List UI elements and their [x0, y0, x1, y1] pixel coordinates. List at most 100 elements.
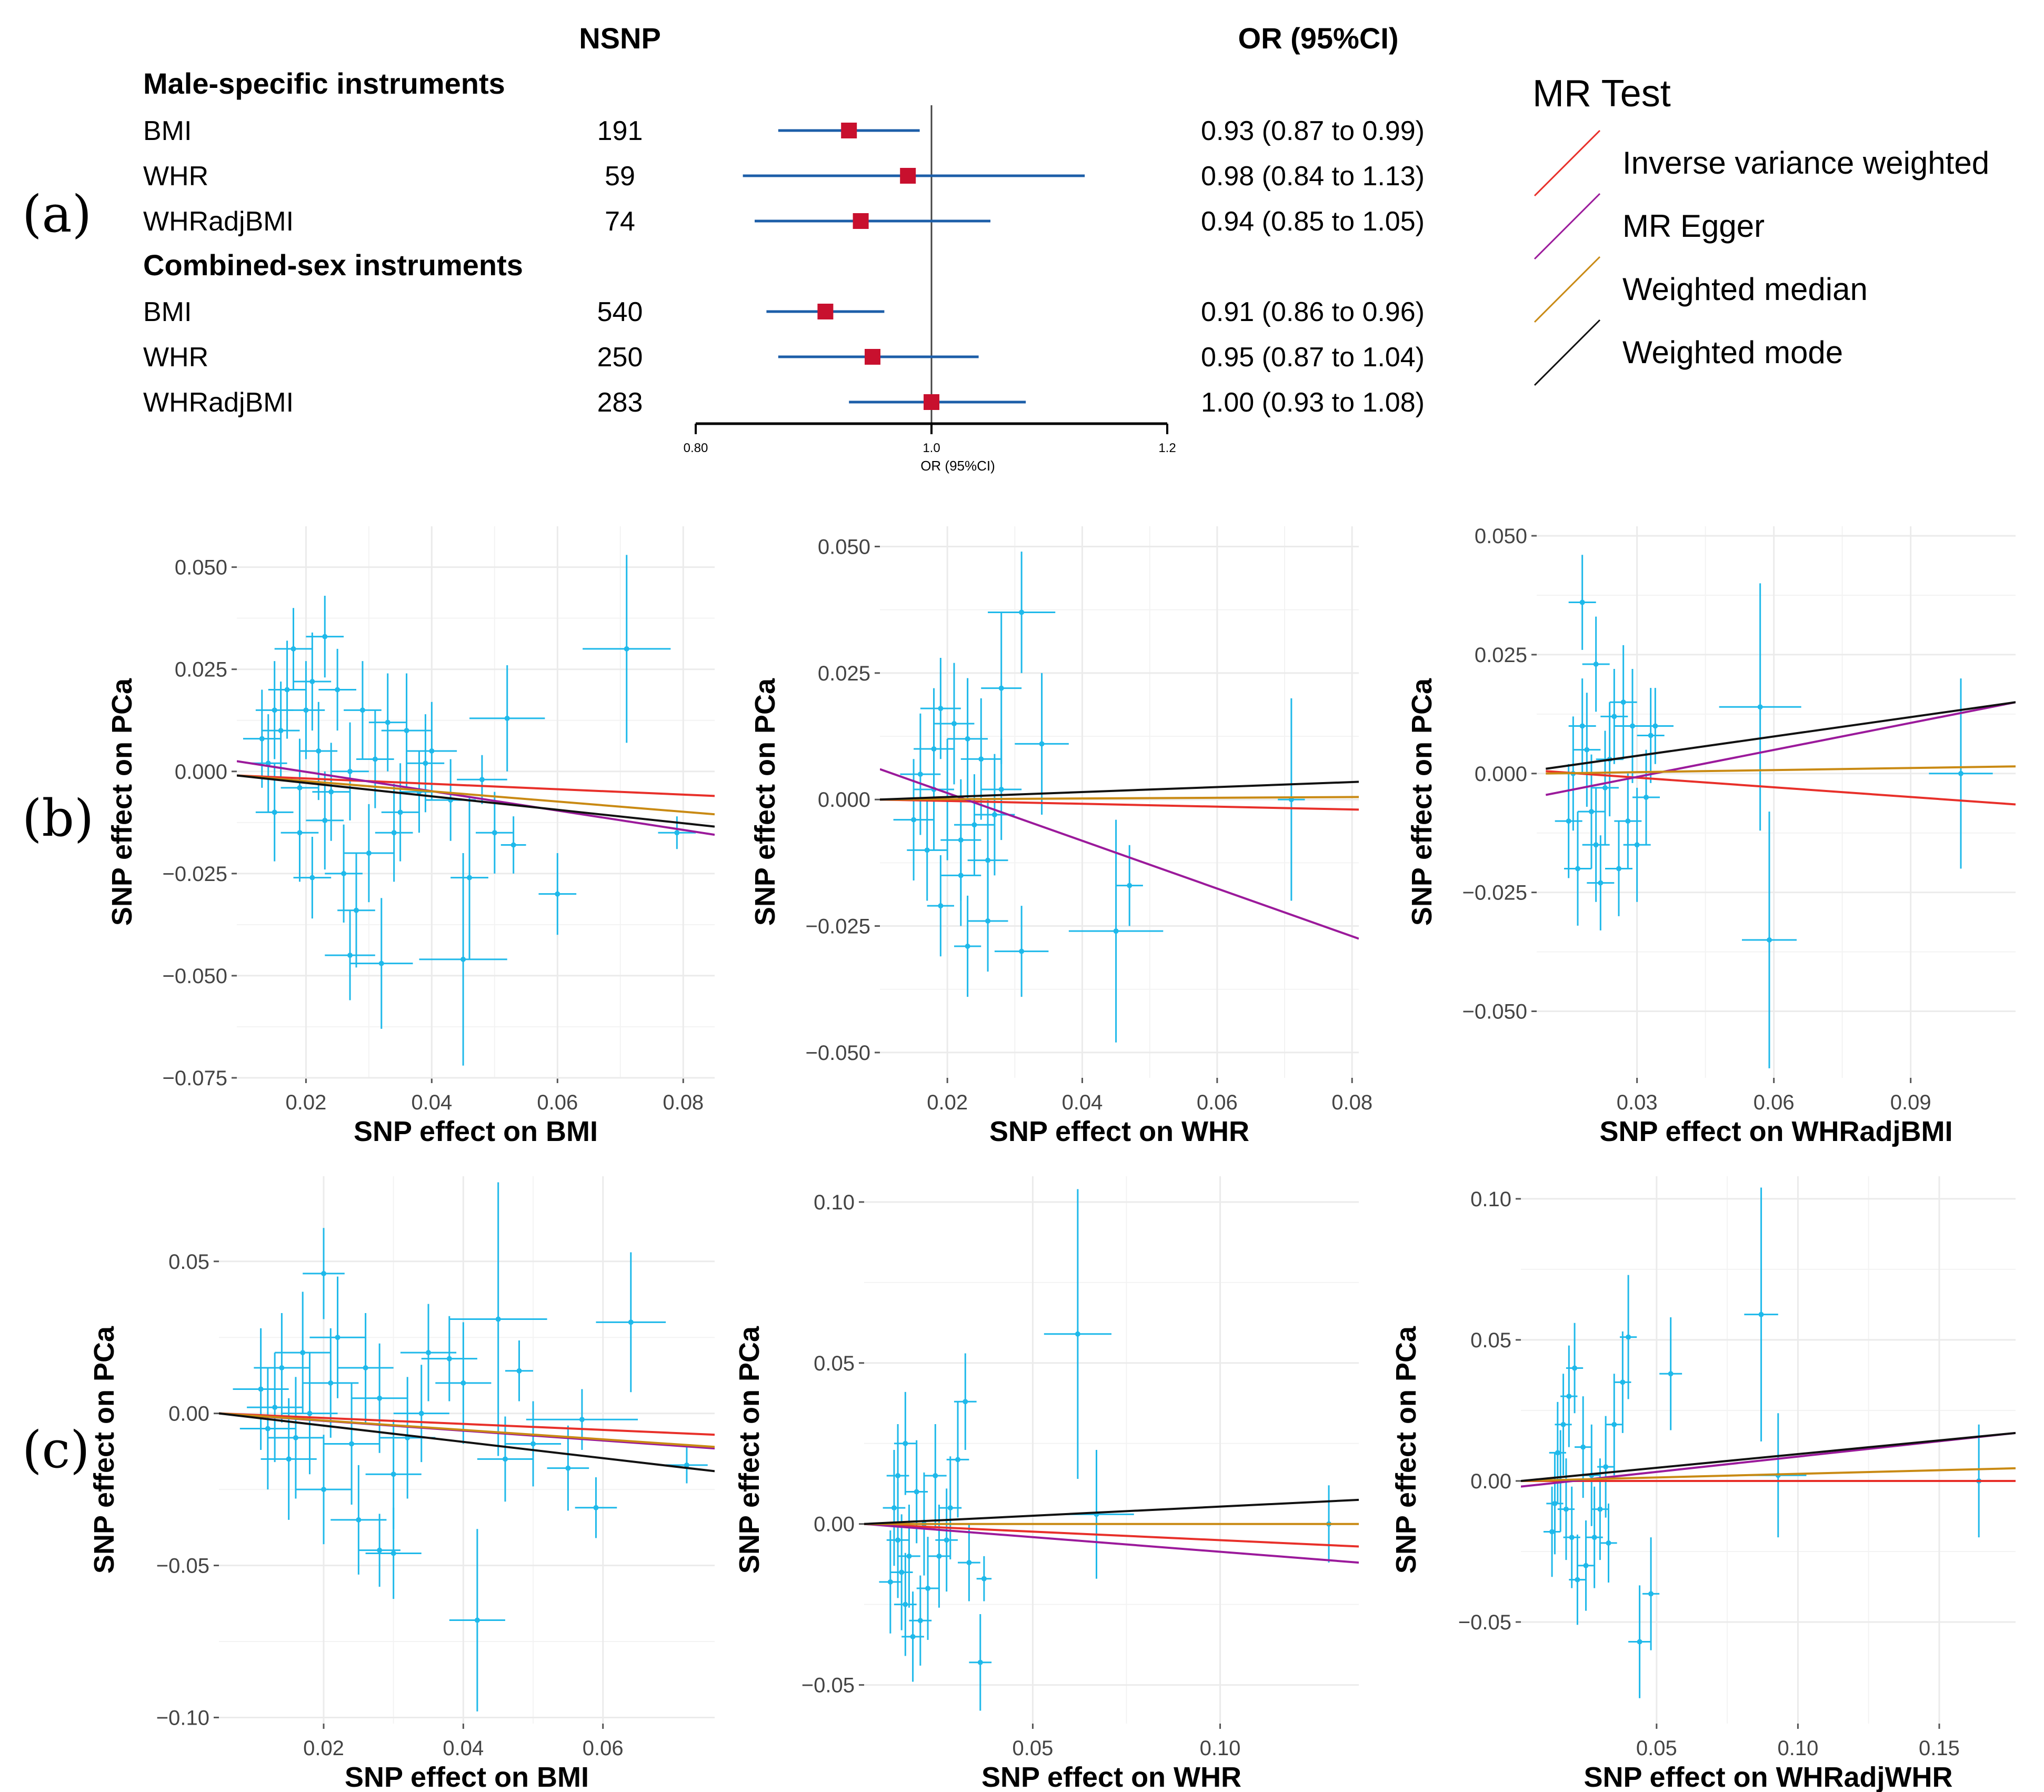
snp-point [1767, 937, 1772, 943]
snp-point [1566, 818, 1571, 824]
forest-row-nsnp: 191 [597, 116, 643, 146]
snp-point-group [666, 1447, 708, 1484]
scatter-plot: 0.02 0.04 0.06 0.05 0.00 −0.05 −0.10 SNP effect… [88, 1176, 715, 1792]
legend-item-label: Inverse variance weighted [1622, 145, 1989, 181]
snp-point-group [254, 1313, 310, 1423]
x-axis-title: SNP effect on WHR [981, 1761, 1241, 1792]
snp-point [366, 850, 372, 856]
snp-point [684, 1462, 689, 1468]
snp-point [593, 1505, 599, 1510]
snp-point-group [312, 743, 350, 841]
snp-point-group [239, 1368, 296, 1490]
snp-point [1039, 741, 1045, 747]
snp-point [429, 748, 435, 754]
forest-x-tick-label: 1.0 [923, 441, 940, 455]
x-tick-label: 0.02 [303, 1737, 344, 1760]
snp-point [309, 678, 315, 684]
y-tick-label: 0.05 [814, 1352, 855, 1375]
snp-point [1584, 747, 1590, 753]
forest-row-label: WHR [143, 161, 208, 192]
snp-point [998, 786, 1004, 792]
snp-point [565, 1465, 571, 1471]
snp-point [341, 870, 347, 876]
y-tick-label: −0.05 [156, 1555, 209, 1578]
y-tick-label: 0.025 [175, 658, 227, 682]
y-axis-title: SNP effect on PCa [749, 678, 781, 926]
snp-point [978, 756, 984, 762]
scatter-plot: 0.03 0.06 0.09 0.050 0.025 0.000 −0.025 −0.050 S… [1406, 525, 2016, 1147]
y-tick-label: 0.050 [175, 556, 227, 579]
snp-point [259, 736, 265, 742]
snp-point-group [1637, 688, 1665, 783]
snp-point [1560, 1421, 1566, 1427]
snp-point [347, 768, 353, 774]
snp-point [1552, 1500, 1558, 1506]
snp-point [1569, 1535, 1575, 1540]
snp-point-group [1568, 555, 1596, 650]
forest-row-label: BMI [143, 116, 192, 146]
snp-point [579, 1417, 585, 1423]
snp-point-group [505, 1340, 534, 1401]
snp-point [328, 789, 334, 795]
snp-point [1598, 880, 1604, 886]
snp-point [460, 1380, 466, 1386]
snp-point-group [274, 608, 313, 690]
snp-point [1634, 842, 1640, 848]
snp-point [272, 707, 277, 713]
scatter-plot: 0.05 0.10 0.10 0.05 0.00 −0.05 SNP effect on W… [734, 1176, 1359, 1792]
y-tick-label: −0.025 [1462, 882, 1527, 905]
snp-point-group [1568, 678, 1596, 774]
snp-point [426, 1350, 432, 1356]
snp-point-group [449, 1182, 547, 1456]
snp-point [965, 736, 970, 742]
snp-point [624, 646, 629, 652]
forest-row-nsnp: 283 [597, 387, 643, 418]
snp-point [316, 748, 322, 754]
snp-point-group [967, 799, 1008, 921]
snp-point [265, 1426, 270, 1431]
snp-point-group [894, 1553, 917, 1656]
y-tick-label: 0.000 [175, 760, 227, 784]
snp-point-group [419, 853, 507, 1066]
snp-point-group [954, 895, 981, 997]
snp-point [258, 1386, 264, 1392]
legend-item-label: Weighted median [1622, 272, 1868, 307]
snp-point [272, 1405, 278, 1410]
snp-point-group [1068, 819, 1164, 1043]
snp-point [297, 785, 303, 790]
snp-point [390, 1471, 396, 1477]
plot-area [880, 552, 1359, 1043]
y-axis-title: SNP effect on PCa [1406, 678, 1438, 926]
forest-x-tick-label: 0.80 [684, 441, 708, 455]
forest-row-label: WHRadjBMI [143, 387, 294, 418]
panel-label-c: (c) [22, 1420, 90, 1479]
snp-point [985, 857, 991, 863]
snp-point [911, 817, 917, 823]
forest-xlabel: OR (95%CI) [920, 458, 995, 474]
fit-line-ivw [880, 798, 1359, 811]
snp-point [1019, 609, 1025, 615]
snp-point [555, 891, 560, 897]
y-tick-label: 0.025 [818, 662, 870, 685]
snp-point [991, 812, 997, 818]
plot-area [1545, 555, 2016, 1068]
x-tick-label: 0.06 [537, 1091, 578, 1114]
fit-line-egger [1545, 701, 2016, 796]
scatter-panels: 0.02 0.04 0.06 0.08 0.050 0.025 0.000 −0.025 −0.… [88, 525, 2016, 1792]
snp-point [1591, 1535, 1597, 1540]
snp-point [359, 707, 365, 713]
snp-point-group [1659, 1317, 1682, 1430]
legend-swatch-ivw [1534, 129, 1601, 197]
snp-point-group [381, 763, 419, 862]
snp-point-group [282, 1353, 338, 1475]
snp-point-group [958, 1524, 980, 1601]
snp-point-group [477, 1416, 534, 1502]
snp-point-group [295, 1435, 352, 1545]
snp-point [272, 809, 277, 815]
snp-point [460, 956, 466, 962]
snp-point-group [267, 1377, 324, 1499]
y-tick-label: −0.10 [156, 1706, 209, 1729]
snp-point-group [393, 1365, 449, 1463]
snp-point [1593, 842, 1599, 848]
snp-point [279, 1365, 285, 1370]
